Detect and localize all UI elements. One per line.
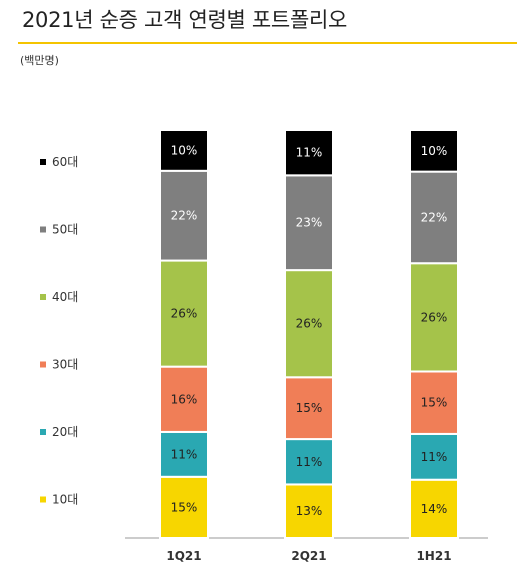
- data-label-2Q21-3: 26%: [296, 317, 323, 331]
- legend-label: 50대: [52, 223, 78, 237]
- bar-segment-1Q21-1: [159, 430, 209, 478]
- data-label-2Q21-5: 11%: [296, 146, 323, 160]
- data-label-1H21-3: 26%: [421, 310, 448, 324]
- bar-segment-1H21-0: [409, 478, 459, 540]
- bar-segment-1Q21-5: [159, 129, 209, 172]
- bar-segment-1H21-2: [409, 370, 459, 435]
- bar-segment-2Q21-3: [284, 269, 334, 379]
- data-label-1H21-4: 22%: [421, 210, 448, 224]
- bar-segment-2Q21-4: [284, 174, 334, 272]
- legend-swatch: [40, 159, 46, 165]
- x-tick-label: 1Q21: [166, 549, 201, 563]
- legend-swatch: [40, 226, 46, 233]
- bar-segment-1H21-5: [409, 129, 459, 173]
- legend-swatch: [40, 294, 46, 300]
- data-label-2Q21-1: 11%: [296, 455, 323, 469]
- bar-segment-2Q21-5: [284, 129, 334, 177]
- legend-label: 20대: [52, 425, 78, 439]
- legend-label: 30대: [52, 358, 78, 372]
- data-label-1Q21-2: 16%: [171, 392, 198, 406]
- data-label-2Q21-0: 13%: [296, 504, 323, 518]
- bar-segment-1H21-3: [409, 262, 459, 373]
- legend-swatch: [40, 429, 46, 435]
- bar-segment-1Q21-2: [159, 365, 209, 433]
- x-tick-label: 2Q21: [291, 549, 326, 563]
- legend-label: 40대: [52, 290, 78, 304]
- bar-segment-1Q21-4: [159, 169, 209, 262]
- data-label-1Q21-1: 11%: [171, 447, 198, 461]
- data-label-1H21-0: 14%: [421, 502, 448, 516]
- chart-title: 2021년 순증 고객 연령별 포트폴리오: [22, 8, 348, 32]
- legend-label: 60대: [52, 155, 78, 169]
- legend-swatch: [40, 496, 46, 503]
- bar-segment-2Q21-0: [284, 483, 334, 540]
- legend-swatch: [40, 361, 46, 368]
- data-label-1Q21-4: 22%: [171, 209, 198, 223]
- x-tick-label: 1H21: [416, 549, 451, 563]
- title-underline: [18, 42, 517, 44]
- data-label-1Q21-0: 15%: [171, 500, 198, 514]
- legend-label: 10대: [52, 493, 78, 507]
- unit-label: (백만명): [20, 54, 59, 67]
- data-label-2Q21-4: 23%: [296, 216, 323, 230]
- data-label-1H21-5: 10%: [421, 144, 448, 158]
- data-label-1H21-2: 15%: [421, 396, 448, 410]
- bar-segment-1H21-1: [409, 432, 459, 481]
- data-label-1Q21-3: 26%: [171, 307, 198, 321]
- data-label-1Q21-5: 10%: [171, 143, 198, 157]
- data-label-1H21-1: 11%: [421, 450, 448, 464]
- data-label-2Q21-2: 15%: [296, 401, 323, 415]
- bar-segment-2Q21-1: [284, 438, 334, 486]
